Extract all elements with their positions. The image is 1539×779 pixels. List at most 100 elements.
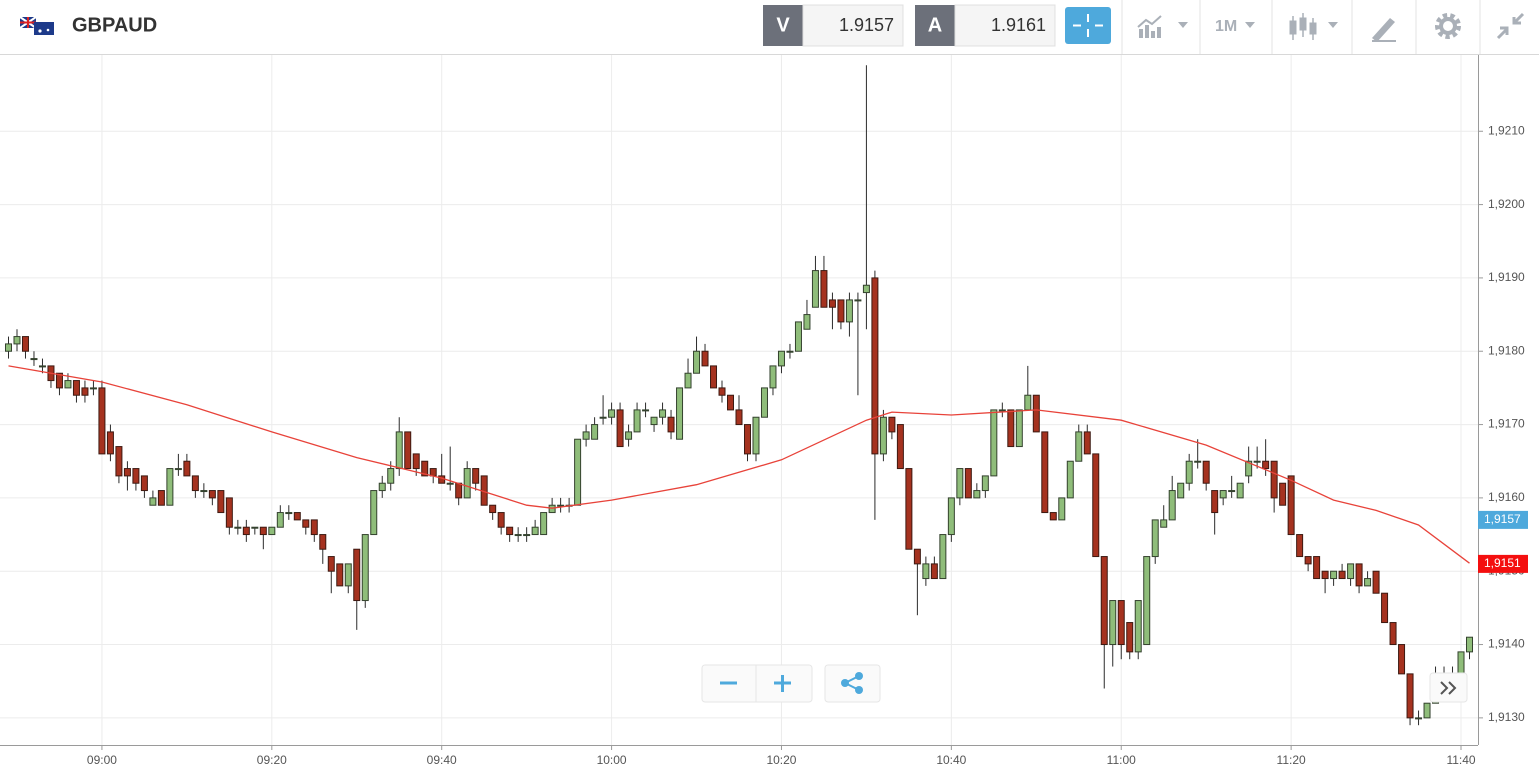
candle-body <box>1185 460 1193 484</box>
candle-body <box>1041 431 1049 514</box>
candle-body <box>421 460 429 477</box>
candle-body <box>837 299 845 323</box>
x-tick-label: 10:40 <box>936 753 966 767</box>
x-tick-label: 10:00 <box>597 753 627 767</box>
candle-body <box>268 526 276 536</box>
candle-body <box>81 387 89 396</box>
indicator-button[interactable] <box>1137 15 1188 38</box>
candle-body <box>727 394 735 411</box>
candle-body <box>64 380 72 389</box>
candle-body <box>599 416 607 419</box>
price-marker-label: 1,9157 <box>1484 512 1521 526</box>
candle-body <box>557 504 565 507</box>
y-tick-label: 1,9190 <box>1488 270 1525 284</box>
collapse-button[interactable] <box>1496 12 1525 40</box>
candle-body <box>939 534 947 580</box>
candle-body <box>981 475 989 492</box>
settings-button[interactable] <box>1435 13 1461 39</box>
candle-body <box>786 350 794 353</box>
candle-body <box>998 409 1006 412</box>
chart-type-button[interactable] <box>1289 13 1338 40</box>
candle-body <box>1024 394 1032 411</box>
candle-body <box>1075 431 1083 462</box>
candle-body <box>208 490 216 499</box>
candle-body <box>1330 570 1338 580</box>
candle-body <box>913 548 921 565</box>
candle-body <box>625 431 633 440</box>
candle-body <box>1143 556 1151 646</box>
y-tick-label: 1,9140 <box>1488 637 1525 651</box>
candle-body <box>1083 431 1091 455</box>
candle-body <box>98 387 106 455</box>
plot-area <box>0 55 1478 745</box>
bid-box[interactable]: V 1.9157 <box>763 4 904 47</box>
share-button[interactable] <box>824 664 881 703</box>
candle-body <box>1168 490 1176 521</box>
candle-body <box>896 424 904 470</box>
crosshair-button[interactable] <box>1065 7 1111 44</box>
candle-body <box>30 358 38 361</box>
candle-body <box>1355 563 1363 587</box>
zoom-controls <box>701 664 813 703</box>
candle-body <box>1015 409 1023 448</box>
candle-body <box>72 380 80 396</box>
candle-body <box>667 416 675 433</box>
candle-body <box>591 424 599 440</box>
x-tick-label: 11:00 <box>1107 753 1136 767</box>
candle-body <box>514 534 522 537</box>
candle-body <box>446 482 454 485</box>
candle-body <box>395 431 403 470</box>
candle-body <box>854 299 862 302</box>
candle-body <box>1100 556 1108 646</box>
candle-body <box>183 460 191 477</box>
candle-body <box>794 321 802 352</box>
candle-body <box>752 416 760 455</box>
ask-box[interactable]: A 1.9161 <box>915 4 1056 47</box>
candle-body <box>1338 570 1346 580</box>
candle-body <box>1372 570 1380 594</box>
candle-body <box>905 468 913 550</box>
candle-body <box>412 453 420 470</box>
candle-body <box>650 416 658 426</box>
candle-body <box>13 336 21 345</box>
draw-button[interactable] <box>1372 18 1396 42</box>
candle-body <box>862 284 870 294</box>
candle-body <box>1194 460 1202 463</box>
candle-body <box>1423 702 1431 719</box>
zoom-in-button[interactable] <box>756 665 812 702</box>
candle-body <box>1364 578 1372 587</box>
candle-body <box>327 556 335 572</box>
y-tick-label: 1,9180 <box>1488 343 1525 357</box>
candle-body <box>344 563 352 587</box>
candle-body <box>684 372 692 389</box>
candle-body <box>1211 490 1219 514</box>
candle-body <box>89 387 97 390</box>
candle-body <box>531 526 539 536</box>
candle-body <box>1066 460 1074 499</box>
flag <box>19 16 54 35</box>
candle-body <box>1457 651 1465 675</box>
candle-body <box>336 563 344 587</box>
candle-body <box>387 468 395 484</box>
candle-body <box>293 512 301 521</box>
candle-body <box>803 314 811 330</box>
candle-body <box>4 343 12 352</box>
candle-body <box>1313 556 1321 580</box>
x-tick-label: 09:40 <box>427 753 457 767</box>
candle-body <box>191 475 199 492</box>
candle-body <box>710 365 718 389</box>
candle-body <box>633 409 641 433</box>
candle-body <box>115 446 123 477</box>
candle-body <box>820 270 828 308</box>
candle-body <box>319 534 327 550</box>
candle-body <box>845 299 853 323</box>
scroll-right-button[interactable] <box>1429 672 1468 703</box>
bid-price: 1.9157 <box>839 15 894 35</box>
x-tick-label: 11:20 <box>1277 753 1306 767</box>
y-tick-label: 1,9210 <box>1488 123 1525 137</box>
zoom-out-button[interactable] <box>702 665 756 702</box>
interval-button[interactable]: 1M <box>1215 18 1255 35</box>
candle-body <box>879 416 887 455</box>
y-tick-label: 1,9160 <box>1488 490 1525 504</box>
